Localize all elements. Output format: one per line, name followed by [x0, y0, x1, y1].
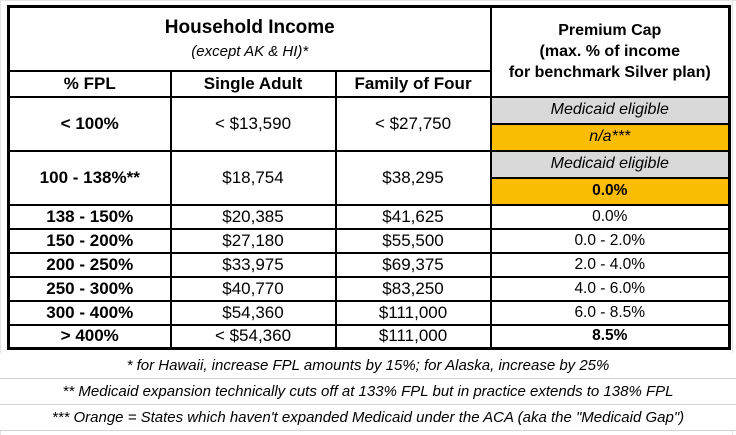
single-adult-cell: $20,385	[169, 203, 337, 230]
family-of-four-cell: $83,250	[334, 275, 492, 302]
header-row-title: Household Income (except AK & HI)* Premi…	[7, 5, 731, 98]
household-income-title: Household Income	[164, 17, 335, 39]
gridline-top	[0, 0, 736, 1]
single-adult-cell: $18,754	[169, 149, 337, 206]
premium-cap-cell: 2.0 - 4.0%	[489, 251, 731, 278]
fpl-cell: < 100%	[7, 95, 172, 152]
table-row: 150 - 200% $27,180 $55,500 0.0 - 2.0%	[7, 227, 731, 254]
footnote-text-medicaid-gap: *** Orange = States which haven't expand…	[51, 409, 685, 426]
fpl-cell: 100 - 138%**	[7, 149, 172, 206]
single-adult-cell: $40,770	[169, 275, 337, 302]
table-row: 200 - 250% $33,975 $69,375 2.0 - 4.0%	[7, 251, 731, 278]
single-adult-cell: $33,975	[169, 251, 337, 278]
premium-cap-cell: 4.0 - 6.0%	[489, 275, 731, 302]
col-header-family-of-four: Family of Four	[334, 69, 492, 98]
fpl-cell: 138 - 150%	[7, 203, 172, 230]
premium-cap-cell: 0.0 - 2.0%	[489, 227, 731, 254]
premium-cap-header: Premium Cap (max. % of income for benchm…	[489, 5, 731, 98]
family-of-four-cell: $55,500	[334, 227, 492, 254]
header-row-columns: % FPL Single Adult Family of Four	[7, 69, 730, 98]
table-row: 250 - 300% $40,770 $83,250 4.0 - 6.0%	[7, 275, 731, 302]
table-row: 300 - 400% $54,360 $111,000 6.0 - 8.5%	[7, 299, 731, 326]
footnote-row: * for Hawaii, increase FPL amounts by 15…	[0, 353, 736, 379]
premium-cap-header-line3: for benchmark Silver plan)	[508, 64, 711, 82]
table-row-over-400: > 400% < $54,360 $111,000 8.5%	[7, 323, 731, 350]
family-of-four-cell: $69,375	[334, 251, 492, 278]
premium-cap-cell: 6.0 - 8.5%	[489, 299, 731, 326]
col-header-fpl: % FPL	[7, 69, 172, 98]
footnote-text-medicaid-expansion: ** Medicaid expansion technically cuts o…	[62, 383, 674, 400]
family-of-four-cell: $111,000	[334, 299, 492, 326]
premium-cap-header-line1: Premium Cap	[558, 22, 662, 40]
family-of-four-cell: $111,000	[334, 323, 492, 350]
footnote-row: *** Orange = States which haven't expand…	[0, 405, 736, 431]
single-adult-cell: < $13,590	[169, 95, 337, 152]
footnote-text-hawaii-alaska: * for Hawaii, increase FPL amounts by 15…	[126, 357, 610, 374]
household-income-subtitle: (except AK & HI)*	[191, 43, 309, 61]
family-of-four-cell: < $27,750	[334, 95, 492, 152]
family-of-four-cell: $41,625	[334, 203, 492, 230]
family-of-four-cell: $38,295	[334, 149, 492, 206]
gridline-left	[0, 0, 1, 435]
medicaid-status-cell: Medicaid eligible	[489, 95, 731, 125]
premium-cap-cell: 0.0%	[489, 176, 731, 206]
fpl-cell: > 400%	[7, 323, 172, 350]
footnotes: * for Hawaii, increase FPL amounts by 15…	[0, 353, 736, 431]
gridline-right	[732, 0, 733, 435]
premium-cap-cell: 8.5%	[489, 323, 731, 350]
premium-cap-header-line2: (max. % of income	[539, 43, 680, 61]
single-adult-cell: $54,360	[169, 299, 337, 326]
table-row-100-138: 100 - 138%** $18,754 $38,295 Medicaid el…	[7, 149, 731, 206]
premium-cap-cell: n/a***	[489, 122, 731, 152]
fpl-cell: 250 - 300%	[7, 275, 172, 302]
table-row-100-138-cap: 0.0%	[9, 176, 731, 206]
medicaid-status-cell: Medicaid eligible	[489, 149, 731, 179]
single-adult-cell: $27,180	[169, 227, 337, 254]
household-income-header: Household Income (except AK & HI)*	[7, 5, 492, 72]
fpl-cell: 150 - 200%	[7, 227, 172, 254]
fpl-cell: 200 - 250%	[7, 251, 172, 278]
table-row-under-100: < 100% < $13,590 < $27,750 Medicaid elig…	[7, 95, 731, 152]
fpl-cell: 300 - 400%	[7, 299, 172, 326]
table-row-under-100-cap: n/a***	[9, 122, 731, 152]
premium-cap-cell: 0.0%	[489, 203, 731, 230]
footnote-row: ** Medicaid expansion technically cuts o…	[0, 379, 736, 405]
single-adult-cell: < $54,360	[169, 323, 337, 350]
income-premium-cap-table: Household Income (except AK & HI)* Premi…	[7, 5, 732, 350]
table-row: 138 - 150% $20,385 $41,625 0.0%	[7, 203, 731, 230]
col-header-single-adult: Single Adult	[169, 69, 337, 98]
